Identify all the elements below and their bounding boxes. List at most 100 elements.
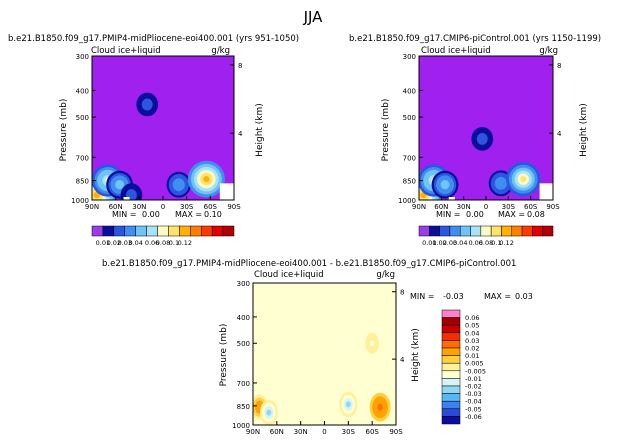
contour-layer: [92, 92, 234, 200]
contour-core-5: [203, 176, 209, 183]
colorbar-label: 0.04: [128, 239, 142, 247]
y-tick-label: 700: [76, 154, 89, 162]
x-tick-label: 60S: [524, 203, 538, 211]
colorbar-box: [418, 225, 430, 237]
colorbar-box: [441, 362, 461, 372]
land-mask-antarctica: [219, 183, 234, 200]
colorbar-label: 0.08: [156, 239, 170, 247]
colorbar-label: 0.12: [499, 239, 513, 247]
colorbar-box: [190, 225, 202, 237]
x-tick-label: 0: [161, 203, 165, 211]
variable-label: Cloud ice+liquid: [421, 46, 491, 56]
colorbar-box: [179, 225, 191, 237]
colorbar-box: [532, 225, 543, 237]
colorbar-box: [511, 225, 523, 237]
max-label: MAX =: [484, 292, 511, 301]
colorbar-box: [124, 225, 136, 237]
colorbar-box: [441, 317, 461, 326]
x-tick-label: 60N: [270, 428, 284, 436]
colorbar-box: [470, 225, 482, 237]
x-tick-label: 90S: [227, 203, 241, 211]
y-tick-label: 1000: [232, 422, 250, 430]
land-mask-north: [123, 196, 130, 200]
colorbar-box: [441, 408, 461, 417]
colorbar-label: 0.1: [169, 239, 179, 247]
colorbar-label: -0.005: [465, 367, 486, 375]
panel-title: b.e21.B1850.f09_g17.CMIP6-piControl.001 …: [349, 34, 601, 44]
colorbar-label: 0.04: [465, 329, 479, 337]
colorbar-label: 0.03: [118, 239, 132, 247]
x-tick-label: 60N: [434, 203, 448, 211]
contour-core-2: [117, 181, 123, 188]
contour-core-3: [128, 192, 134, 199]
colorbar-label: 0.02: [107, 239, 121, 247]
y-tick-label: 300: [403, 53, 416, 61]
colorbar-box: [91, 225, 104, 237]
colorbar: 0.060.050.040.030.020.010.005-0.005-0.01…: [441, 309, 486, 425]
colorbar-box: [441, 393, 461, 402]
colorbar-box: [441, 400, 461, 410]
colorbar-box: [441, 378, 461, 387]
colorbar-label: -0.05: [465, 405, 482, 413]
x-tick-label: 30S: [342, 428, 356, 436]
colorbar-label: 0.1: [491, 239, 501, 247]
colorbar-box: [441, 370, 461, 379]
x-tick-label: 90S: [389, 428, 403, 436]
plot-area: 300 400 500 700 850 1000 8 4 90N 60N 30N 0 30S 60S 90S: [71, 53, 243, 211]
x-tick-label: 30S: [502, 203, 516, 211]
colorbar-label: 0.05: [465, 322, 479, 330]
y-tick-label: 500: [237, 340, 250, 348]
y-tick-label: 300: [76, 53, 89, 61]
contour-core-0: [94, 192, 100, 199]
units-label: g/kg: [539, 46, 558, 56]
min-value: -0.03: [443, 292, 464, 301]
y-tick-label: 850: [237, 403, 250, 411]
colorbar-label: 0.01: [96, 239, 110, 247]
colorbar-label: -0.06: [465, 413, 482, 421]
colorbar-label: 0.03: [443, 239, 457, 247]
y-axis-title: Pressure (mb): [381, 99, 391, 162]
colorbar-box: [211, 225, 224, 237]
colorbar-box: [490, 225, 502, 237]
plot-area: 300 400 500 700 850 1000 8 4 90N 60N 30N 0 30S 60S 90S: [232, 280, 405, 436]
colorbar-box: [200, 225, 213, 237]
colorbar-label: -0.04: [465, 398, 482, 406]
panel-midpliocene: b.e21.B1850.f09_g17.PMIP4-midPliocene-eo…: [8, 34, 299, 247]
colorbar-box: [459, 225, 471, 237]
contour-core-6: [144, 101, 150, 108]
contour-core-4: [520, 176, 526, 183]
y2-tick-label: 8: [238, 62, 242, 70]
colorbar-label: 0.01: [465, 352, 479, 360]
y-tick-label: 300: [237, 280, 250, 288]
y-tick-label: 1000: [398, 197, 416, 205]
min-value: 0.00: [142, 210, 160, 219]
colorbar-label: 0.04: [453, 239, 467, 247]
colorbar-box: [480, 225, 492, 237]
y-tick-label: 500: [403, 114, 416, 122]
y-tick-label: 700: [403, 154, 416, 162]
colorbar-label: 0.06: [465, 314, 479, 322]
colorbar-box: [146, 225, 158, 237]
contour-layer: [419, 127, 553, 200]
page-title: JJA: [303, 8, 324, 26]
colorbar-label: 0.06: [145, 239, 159, 247]
colorbar-box: [135, 225, 147, 237]
contour-core-3: [498, 180, 504, 187]
panel-picontrol: b.e21.B1850.f09_g17.CMIP6-piControl.001 …: [349, 34, 601, 247]
colorbar-label: 0.02: [465, 345, 479, 353]
units-label: g/kg: [211, 46, 230, 56]
colorbar-box: [439, 225, 451, 237]
x-tick-label: 90N: [85, 203, 99, 211]
colorbar-box: [441, 416, 461, 425]
colorbar-label: 0.02: [432, 239, 446, 247]
contour-core-2: [345, 401, 351, 408]
colorbar-box: [441, 332, 461, 341]
colorbar-box: [441, 309, 461, 318]
max-value: 0.03: [515, 292, 533, 301]
y-tick-label: 400: [76, 87, 89, 95]
y-axis-title: Pressure (mb): [59, 99, 69, 162]
plot-area: 300 400 500 700 850 1000 8 4 90N 60N 30N 0 30S 60S 90S: [398, 53, 562, 211]
x-tick-label: 30N: [294, 428, 308, 436]
y-axis-title: Pressure (mb): [219, 324, 229, 387]
